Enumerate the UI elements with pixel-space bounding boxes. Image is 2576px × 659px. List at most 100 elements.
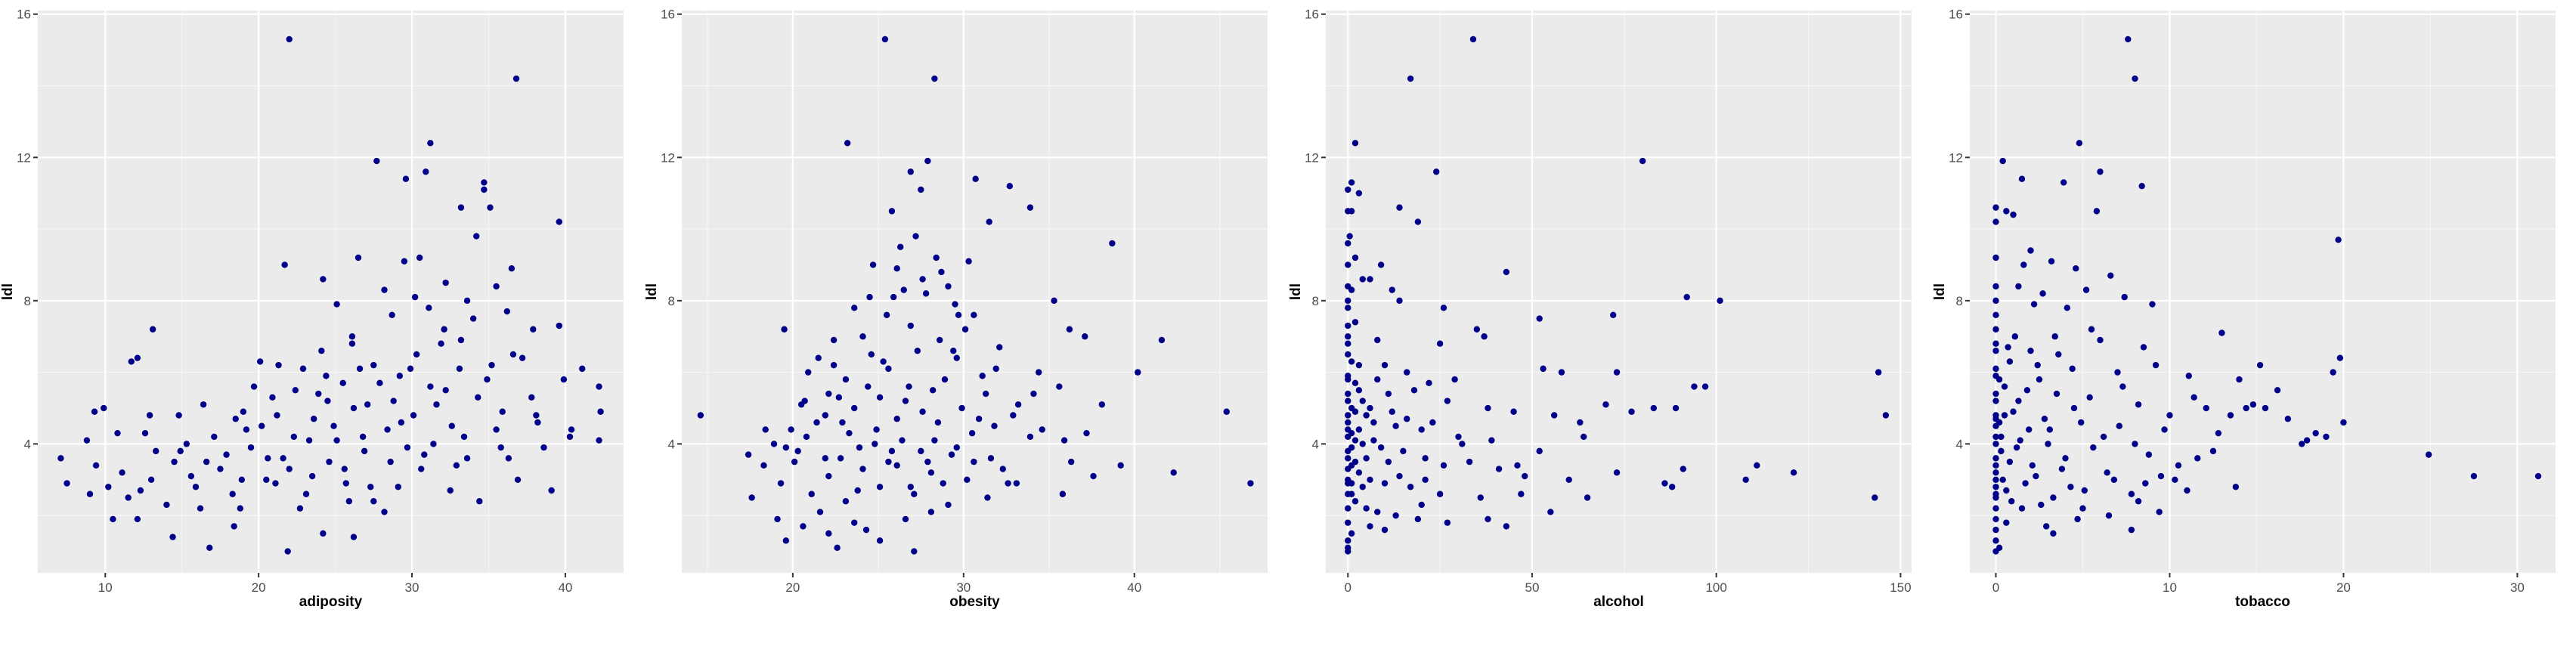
data-point	[1351, 408, 1359, 415]
data-point	[965, 258, 972, 265]
data-point	[463, 297, 471, 305]
data-point	[57, 455, 64, 462]
data-point	[2081, 487, 2088, 494]
data-point	[2119, 383, 2126, 390]
data-point	[240, 408, 247, 415]
data-point	[2249, 401, 2257, 408]
data-point	[815, 354, 822, 361]
data-point	[825, 530, 832, 537]
data-point	[888, 447, 896, 455]
data-point	[918, 447, 924, 455]
data-point	[1580, 433, 1587, 441]
data-point	[1577, 419, 1584, 426]
data-point	[2045, 441, 2051, 447]
data-point	[370, 498, 377, 505]
data-point	[1754, 462, 1760, 469]
data-point	[1359, 484, 1366, 490]
data-point	[2064, 305, 2070, 311]
data-point	[2425, 451, 2432, 458]
data-point	[1992, 526, 1999, 534]
data-point	[866, 293, 873, 301]
data-point	[1742, 476, 1749, 483]
data-point	[851, 519, 858, 526]
data-point	[548, 487, 555, 494]
data-point	[1345, 297, 1351, 305]
data-point	[1444, 519, 1451, 526]
data-point	[1992, 469, 1999, 476]
data-point	[376, 379, 383, 387]
plot-background	[1970, 11, 2556, 573]
data-point	[1422, 455, 1429, 462]
data-point	[2073, 265, 2079, 272]
data-point	[1345, 305, 1351, 311]
x-tick-label: 20	[252, 580, 266, 595]
data-point	[1345, 390, 1351, 398]
data-point	[1158, 336, 1166, 344]
data-point	[457, 336, 465, 344]
data-point	[1628, 408, 1635, 415]
data-point	[791, 458, 798, 466]
data-point	[292, 387, 299, 394]
data-point	[1381, 361, 1389, 369]
data-point	[401, 258, 408, 265]
data-point	[1381, 480, 1389, 487]
data-point	[2312, 429, 2319, 437]
data-point	[324, 398, 331, 404]
y-tick-label: 16	[661, 8, 675, 22]
data-point	[2058, 466, 2066, 472]
data-point	[2013, 444, 2020, 451]
data-point	[825, 390, 832, 398]
y-tick-label: 12	[661, 150, 675, 165]
data-point	[333, 437, 340, 444]
data-point	[1367, 523, 1373, 530]
data-point	[1503, 268, 1510, 276]
data-point	[919, 276, 926, 283]
y-tick-label: 4	[24, 437, 31, 451]
data-point	[359, 433, 367, 441]
data-point	[992, 365, 999, 373]
data-point	[979, 373, 986, 379]
data-point	[897, 243, 904, 250]
data-point	[367, 484, 374, 490]
data-point	[137, 487, 144, 494]
data-point	[530, 326, 537, 333]
data-point	[1392, 512, 1399, 519]
data-point	[883, 311, 890, 319]
data-point	[433, 401, 440, 408]
data-point	[782, 444, 790, 451]
data-point	[197, 505, 204, 512]
data-point	[183, 441, 190, 447]
data-point	[907, 322, 914, 330]
data-point	[1992, 398, 1999, 404]
data-point	[508, 265, 516, 272]
data-point	[1459, 441, 1466, 447]
data-point	[1469, 36, 1477, 43]
data-point	[556, 322, 562, 330]
data-point	[2006, 358, 2014, 365]
data-point	[2191, 394, 2197, 401]
y-tick-label: 8	[1312, 294, 1319, 308]
data-point	[1348, 286, 1355, 293]
data-point	[1345, 519, 1351, 526]
data-point	[697, 412, 704, 419]
data-point	[931, 437, 938, 444]
data-point	[1363, 455, 1370, 462]
scatter-chart-tobacco: 0 10 20 30 4 8 12 16 tobacco ldl	[1932, 8, 2556, 610]
data-point	[1404, 416, 1410, 422]
data-point	[1026, 204, 1034, 211]
data-point	[2006, 458, 2014, 466]
data-point	[1518, 490, 1525, 497]
data-point	[830, 336, 838, 344]
data-point	[1345, 351, 1351, 358]
data-point	[2194, 455, 2201, 462]
data-point	[955, 311, 962, 319]
y-tick-label: 4	[1312, 437, 1319, 451]
data-point	[2018, 175, 2026, 182]
data-point	[1374, 509, 1381, 515]
data-point	[250, 383, 258, 390]
x-tick-label: 40	[1127, 580, 1141, 595]
data-point	[1345, 548, 1351, 555]
data-point	[1668, 484, 1676, 490]
data-point	[2027, 347, 2034, 354]
data-point	[421, 451, 428, 458]
